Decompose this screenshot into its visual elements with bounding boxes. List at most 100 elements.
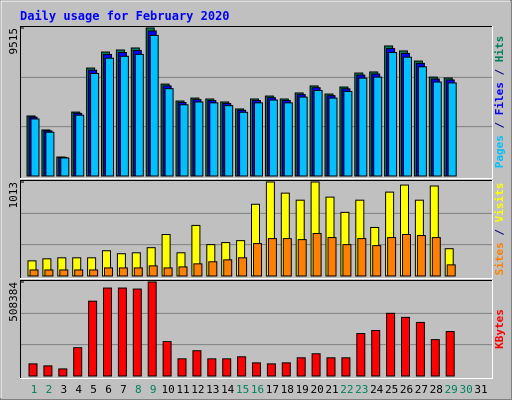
bar xyxy=(388,51,398,177)
x-tick-label: 21 xyxy=(325,383,338,396)
x-tick-label: 6 xyxy=(105,383,112,396)
bar xyxy=(358,77,368,177)
legend: KBytes xyxy=(493,309,506,349)
legend-separator: / xyxy=(493,115,506,135)
x-tick-label: 13 xyxy=(206,383,219,396)
bar xyxy=(373,76,383,177)
x-tick-label: 23 xyxy=(355,383,368,396)
x-tick-label: 10 xyxy=(161,383,174,396)
legend-entry: Hits xyxy=(493,36,506,63)
bar xyxy=(222,358,232,377)
bar xyxy=(73,347,83,377)
bar xyxy=(446,264,456,277)
bar xyxy=(298,96,308,177)
bar xyxy=(147,281,157,377)
x-tick-label: 14 xyxy=(221,383,235,396)
bar xyxy=(74,269,84,277)
bar xyxy=(59,269,69,277)
legend-entry: Sites xyxy=(493,242,506,275)
legend-entry: Visits xyxy=(493,183,506,223)
bar xyxy=(282,238,292,277)
bar xyxy=(326,357,336,377)
bar xyxy=(328,97,338,177)
x-tick-label: 31 xyxy=(474,383,487,396)
legend: Pages / Files / Hits xyxy=(493,36,506,169)
bar xyxy=(313,89,323,177)
bar xyxy=(432,81,442,177)
x-tick-label: 17 xyxy=(266,383,279,396)
bar xyxy=(266,363,276,377)
bar xyxy=(327,237,337,277)
bar xyxy=(104,267,113,277)
legend: Sites / Visits xyxy=(493,183,506,276)
x-tick-label: 4 xyxy=(75,383,82,396)
bar xyxy=(75,114,85,177)
bar xyxy=(447,82,457,177)
bar xyxy=(223,259,233,277)
y-tick-label: 508384 xyxy=(7,282,20,322)
legend-separator: / xyxy=(493,222,506,242)
x-tick-label: 25 xyxy=(385,383,398,396)
bar xyxy=(372,245,382,277)
bar xyxy=(192,350,202,377)
y-tick-label: 1013 xyxy=(7,182,20,209)
bar xyxy=(253,243,262,277)
bar xyxy=(43,365,53,377)
x-tick-label: 18 xyxy=(281,383,294,396)
bar xyxy=(342,244,352,277)
bar xyxy=(193,263,203,277)
x-tick-label: 20 xyxy=(310,383,323,396)
bar xyxy=(149,34,159,177)
panel-shadow xyxy=(20,26,492,178)
bar xyxy=(356,333,366,377)
bar xyxy=(445,331,455,377)
x-tick-label: 8 xyxy=(135,383,142,396)
bar xyxy=(268,99,278,177)
bar xyxy=(238,257,248,277)
x-tick-label: 7 xyxy=(120,383,127,396)
bar xyxy=(403,56,412,177)
x-tick-label: 28 xyxy=(430,383,443,396)
legend-separator: / xyxy=(493,62,506,82)
legend-entry: KBytes xyxy=(493,309,506,349)
bar xyxy=(118,267,128,277)
bar xyxy=(88,300,98,377)
x-tick-label: 27 xyxy=(415,383,428,396)
x-tick-label: 2 xyxy=(46,383,53,396)
x-tick-label: 9 xyxy=(150,383,157,396)
bar xyxy=(254,102,263,177)
bar xyxy=(343,90,353,177)
bar xyxy=(105,57,114,177)
bar xyxy=(341,357,351,377)
bar xyxy=(239,111,249,177)
bar xyxy=(357,238,367,277)
bar xyxy=(119,55,129,177)
bar xyxy=(224,105,234,177)
bar xyxy=(416,235,426,277)
bar xyxy=(237,356,247,377)
bar xyxy=(252,362,261,377)
bar xyxy=(430,339,440,377)
bar xyxy=(194,101,204,177)
y-tick-label: 9515 xyxy=(7,28,20,55)
bar xyxy=(207,358,217,377)
bar xyxy=(402,234,411,277)
bar xyxy=(29,269,39,277)
bar xyxy=(44,269,54,277)
legend-entry: Pages xyxy=(493,135,506,168)
bar xyxy=(386,312,396,377)
x-tick-label: 12 xyxy=(191,383,204,396)
bar xyxy=(132,288,142,377)
bar xyxy=(296,357,306,377)
bar xyxy=(312,233,322,277)
x-tick-label: 30 xyxy=(459,383,472,396)
bar xyxy=(162,341,172,377)
bar xyxy=(133,267,143,277)
x-tick-label: 16 xyxy=(251,383,264,396)
panel-shadow xyxy=(20,280,492,378)
bar xyxy=(58,368,68,377)
bar xyxy=(297,239,307,277)
x-tick-label: 26 xyxy=(400,383,413,396)
